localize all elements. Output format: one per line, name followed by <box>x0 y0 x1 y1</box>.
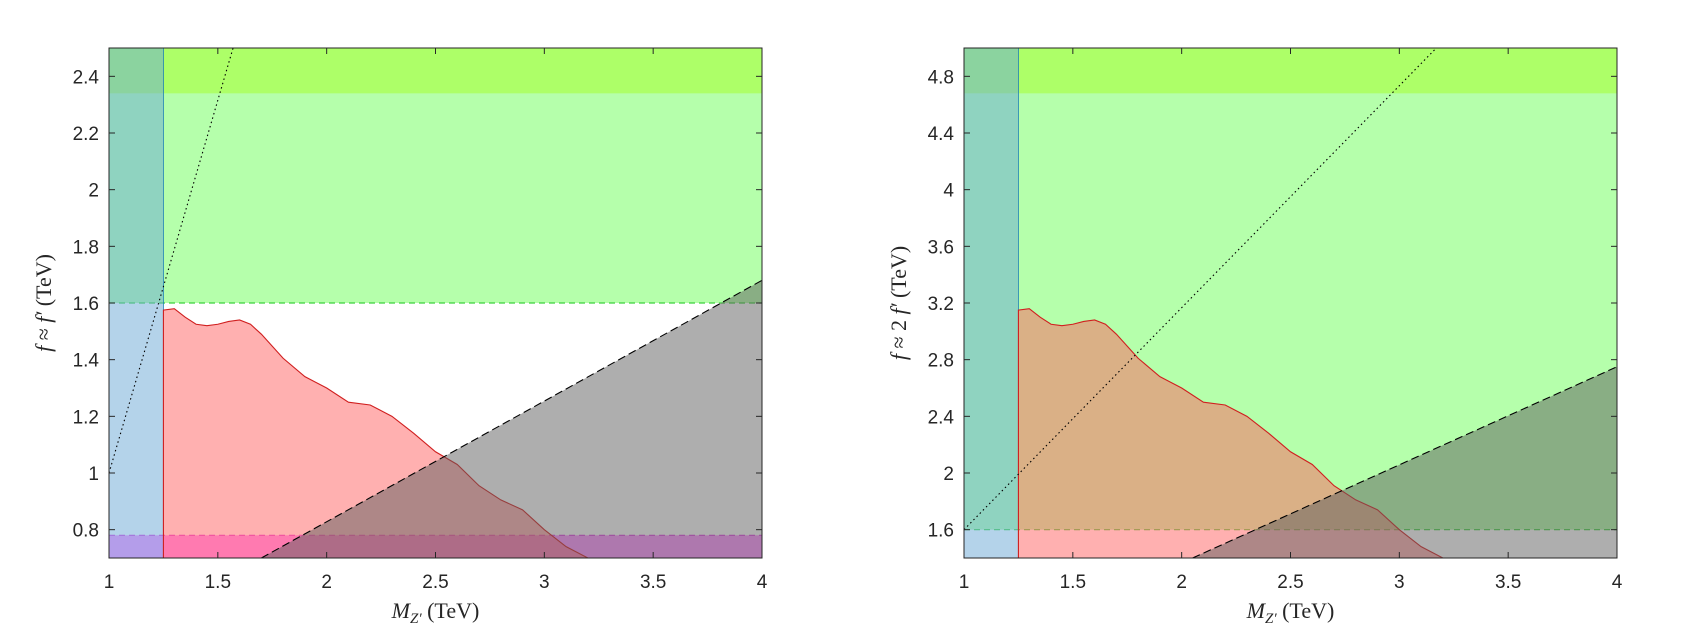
y-tick-label: 4 <box>943 181 954 202</box>
green-band <box>109 48 762 303</box>
y-tick-label: 1.6 <box>928 521 954 542</box>
x-tick-label: 1 <box>959 572 970 593</box>
y-tick-label: 2.8 <box>928 351 954 372</box>
y-tick-label: 0.8 <box>73 521 99 542</box>
chart-panel-1: 1 1.5 2 2.5 3 3.5 4 0.8 1 1.2 1.4 1.6 1.8 2 2.2 2.4 MZ′ … <box>31 47 768 627</box>
y-tick-label: 4.4 <box>928 124 955 145</box>
x-tick-label: 1.5 <box>205 572 231 593</box>
blue-band <box>109 48 164 558</box>
y-tick-label: 2.4 <box>928 407 955 428</box>
x-tick-label: 3 <box>539 572 550 593</box>
x-tick-label: 3.5 <box>640 572 666 593</box>
y-tick-label: 2.4 <box>73 67 100 88</box>
y-axis-label: f ≈ f′ (TeV) <box>31 254 56 352</box>
chart-panel-2: 1 1.5 2 2.5 3 3.5 4 1.6 2 2.4 2.8 3.2 3.6 4 4.4 4.8 MZ′ … <box>886 47 1623 627</box>
x-tick-label: 2 <box>321 572 332 593</box>
x-tick-label: 4 <box>757 572 768 593</box>
x-tick-label: 1 <box>104 572 115 593</box>
y-tick-label: 2 <box>943 464 954 485</box>
x-tick-label: 2.5 <box>422 572 448 593</box>
x-tick-label: 1.5 <box>1060 572 1086 593</box>
plot-area <box>964 48 1617 558</box>
y-tick-label: 2 <box>88 181 99 202</box>
y-axis-label: f ≈ 2 f′ (TeV) <box>886 246 911 360</box>
diagonal-dotted <box>109 48 234 474</box>
y-tick-label: 4.8 <box>928 67 954 88</box>
x-tick-label: 3 <box>1394 572 1405 593</box>
y-tick-label: 2.2 <box>73 124 99 145</box>
x-tick-label: 3.5 <box>1495 572 1521 593</box>
x-axis-label: MZ′ (TeV) <box>1246 598 1335 627</box>
y-tick-label: 1.2 <box>73 407 99 428</box>
plot-area <box>109 48 762 558</box>
y-tick-label: 3.6 <box>928 237 954 258</box>
y-tick-label: 3.2 <box>928 294 954 315</box>
boundary-dashed <box>1192 366 1617 558</box>
y-tick-label: 1.6 <box>73 294 99 315</box>
top-band <box>964 48 1617 94</box>
y-tick-label: 1.4 <box>73 351 100 372</box>
x-axis-label: MZ′ (TeV) <box>391 598 480 627</box>
x-tick-label: 2.5 <box>1277 572 1303 593</box>
top-band <box>109 48 762 94</box>
y-tick-label: 1 <box>88 464 99 485</box>
x-tick-label: 2 <box>1176 572 1187 593</box>
blue-band <box>964 48 1019 558</box>
x-tick-label: 4 <box>1612 572 1623 593</box>
y-tick-label: 1.8 <box>73 237 99 258</box>
grey-triangle <box>261 280 762 558</box>
